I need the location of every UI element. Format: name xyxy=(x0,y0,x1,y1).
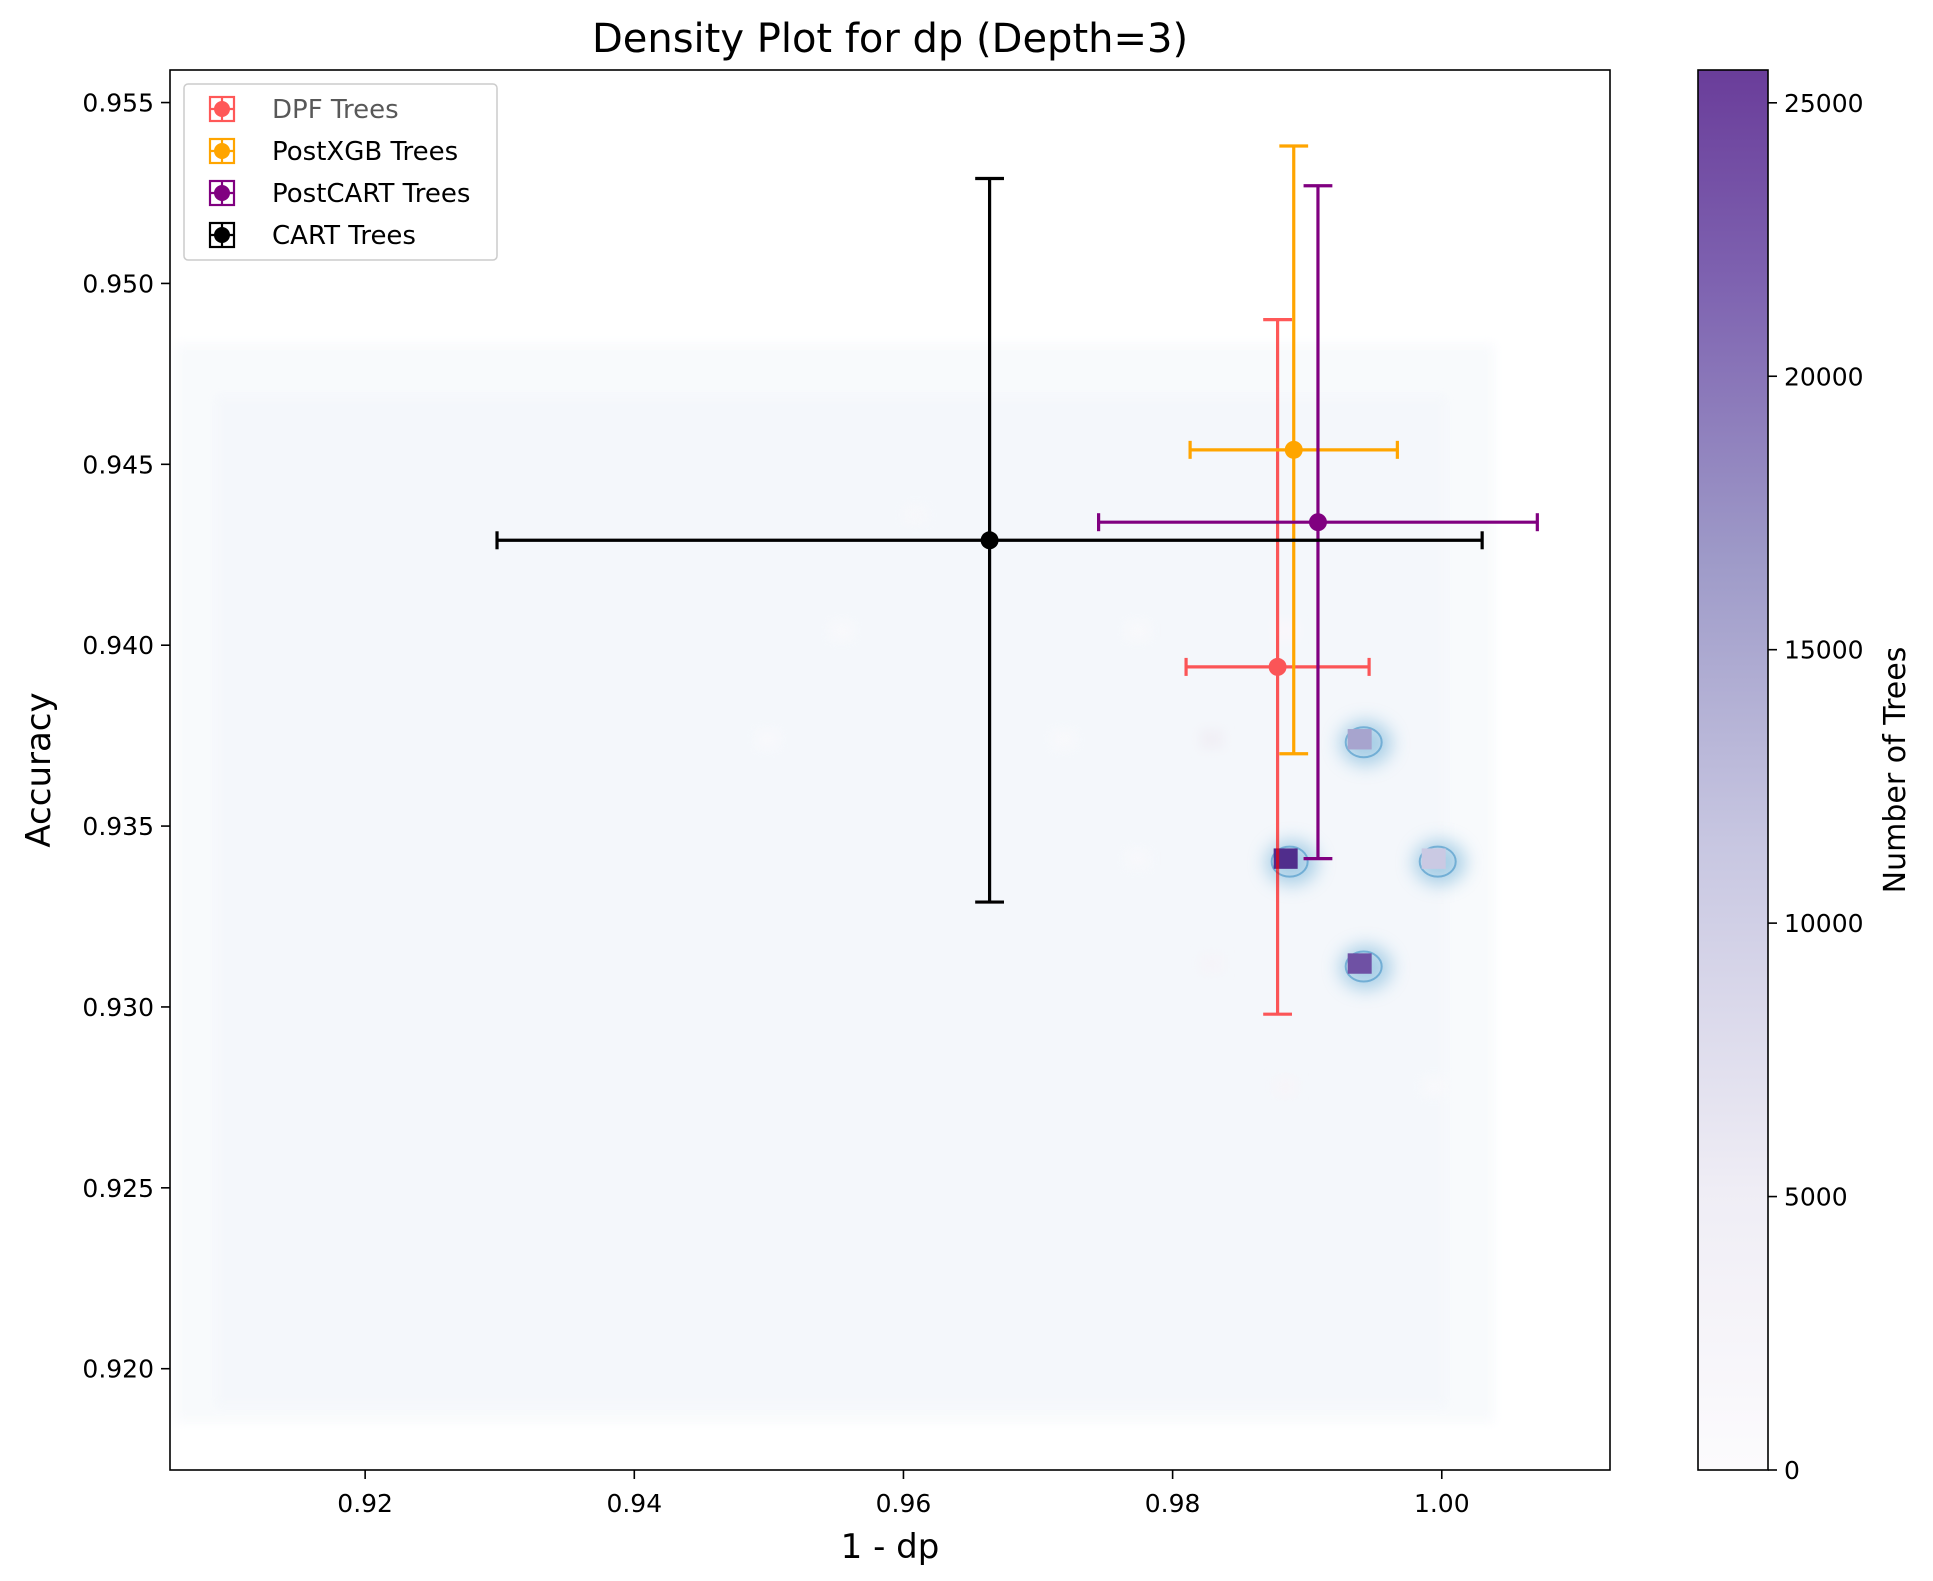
density-cell xyxy=(1421,1076,1446,1097)
y-tick-label: 0.955 xyxy=(82,89,154,118)
colorbar-label: Number of Trees xyxy=(1878,647,1913,894)
colorbar-tick-label: 0 xyxy=(1784,1456,1800,1485)
legend-box xyxy=(183,83,498,261)
data-point xyxy=(1268,657,1287,676)
legend-label: CART Trees xyxy=(272,221,416,251)
density-contour xyxy=(1270,845,1309,878)
y-tick-label: 0.925 xyxy=(82,1174,154,1203)
density-cell xyxy=(1347,953,1372,974)
y-tick-label: 0.930 xyxy=(82,993,154,1022)
plot-frame xyxy=(169,69,1611,1471)
legend-entry: DPF Trees xyxy=(208,95,399,125)
legend-marker xyxy=(214,143,230,159)
colorbar-tick-label: 15000 xyxy=(1784,636,1864,665)
x-axis-title: 1 - dp xyxy=(841,1527,940,1567)
density-cell xyxy=(1125,848,1150,869)
x-tick-label: 0.98 xyxy=(1145,1489,1201,1518)
density-cell xyxy=(903,504,928,526)
errorbar-postxgb-trees xyxy=(1188,144,1399,756)
y-tick-label: 0.920 xyxy=(82,1355,154,1384)
errorbar-dpf-trees xyxy=(1184,318,1371,1016)
density-cell xyxy=(1273,848,1298,869)
density-cell xyxy=(829,620,854,641)
x-tick-label: 0.92 xyxy=(337,1489,393,1518)
data-point xyxy=(980,531,999,550)
density-cell xyxy=(1199,729,1224,750)
colorbar-tick-label: 25000 xyxy=(1784,89,1864,118)
colorbar-tick-label: 20000 xyxy=(1784,362,1864,391)
density-cell xyxy=(1199,953,1224,974)
errorbar-cart-trees xyxy=(495,176,1484,904)
colorbar-gradient xyxy=(1697,69,1769,1471)
colorbar-tick-label: 5000 xyxy=(1784,1183,1848,1212)
plot-background xyxy=(170,70,1610,1470)
density-cell xyxy=(1051,729,1076,750)
x-tick-label: 0.94 xyxy=(606,1489,662,1518)
chart-title: Density Plot for dp (Depth=3) xyxy=(592,16,1188,62)
colorbar-tick-label: 10000 xyxy=(1784,909,1864,938)
y-tick-label: 0.945 xyxy=(82,450,154,479)
legend-entry: CART Trees xyxy=(208,221,416,251)
density-cell xyxy=(755,729,780,750)
x-axis-ticks: 0.92 0.94 0.96 0.98 1.00 xyxy=(337,1470,1470,1518)
legend-entry: PostCART Trees xyxy=(208,179,470,209)
density-cell xyxy=(1125,620,1150,641)
density-contour xyxy=(1344,726,1383,759)
density-cell xyxy=(1421,848,1446,869)
density-cell xyxy=(1273,620,1298,641)
y-axis-title: Accuracy xyxy=(19,692,59,847)
y-tick-label: 0.935 xyxy=(82,812,154,841)
density-cell xyxy=(1273,1076,1298,1097)
data-point xyxy=(1308,513,1327,532)
errorbar-postcart-trees xyxy=(1096,184,1539,861)
legend-marker xyxy=(214,227,230,243)
legend-label: PostXGB Trees xyxy=(272,137,458,167)
legend-marker xyxy=(214,101,230,117)
legend-label: PostCART Trees xyxy=(272,179,470,209)
density-cell xyxy=(1347,729,1372,750)
density-contour xyxy=(1344,950,1383,983)
legend-entry: PostXGB Trees xyxy=(208,137,458,167)
y-tick-label: 0.940 xyxy=(82,631,154,660)
colorbar-ticks: 0 5000 10000 15000 20000 25000 xyxy=(1768,89,1864,1485)
y-axis-ticks: 0.920 0.925 0.930 0.935 0.940 0.945 0.950 0.955 xyxy=(82,89,170,1384)
x-tick-label: 1.00 xyxy=(1414,1489,1470,1518)
x-tick-label: 0.96 xyxy=(876,1489,932,1518)
legend-label: DPF Trees xyxy=(272,95,399,125)
density-cells xyxy=(755,504,1466,1097)
error-bars xyxy=(495,144,1539,1016)
legend-marker xyxy=(214,185,230,201)
y-tick-label: 0.950 xyxy=(82,269,154,298)
legend: DPF Trees PostXGB Trees PostCART Trees CART… xyxy=(183,83,498,261)
data-point xyxy=(1284,440,1303,459)
colorbar: 0 5000 10000 15000 20000 25000 Number of Tree… xyxy=(1697,69,1913,1485)
density-contour xyxy=(1418,845,1457,878)
